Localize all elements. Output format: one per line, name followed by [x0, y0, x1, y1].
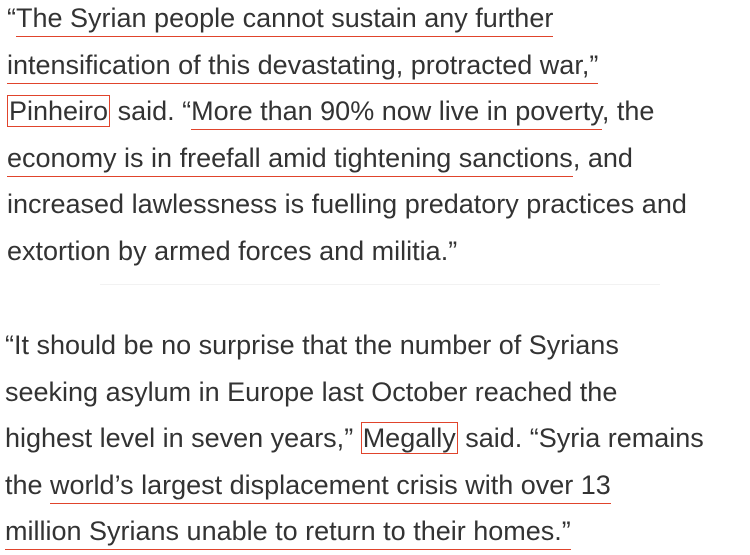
boxed-text: Megally [360, 422, 458, 454]
text: the [5, 469, 51, 500]
text: , the [601, 96, 655, 126]
text-line: intensification of this devastating, pro… [7, 42, 687, 89]
text: extortion by armed forces and militia.” [7, 235, 458, 266]
text-line: seeking asylum in Europe last October re… [5, 369, 704, 416]
text: seeking asylum in Europe last October re… [5, 376, 618, 407]
underlined-text: economy is in freefall amid tightening s… [7, 142, 573, 177]
text-line: million Syrians unable to return to thei… [5, 508, 704, 555]
underlined-text: The Syrian people cannot sustain any fur… [16, 3, 554, 37]
paragraph: “The Syrian people cannot sustain any fu… [7, 0, 687, 274]
text-line: extortion by armed forces and militia.” [7, 228, 687, 275]
text-line: highest level in seven years,” Megally s… [5, 415, 704, 462]
paragraph: “It should be no surprise that the numbe… [5, 322, 704, 555]
text-line: “It should be no surprise that the numbe… [5, 322, 704, 369]
underlined-text: million Syrians unable to return to thei… [5, 516, 571, 550]
text: increased lawlessness is fuelling predat… [7, 189, 687, 219]
separator [100, 284, 660, 285]
text-line: Pinheiro said. “More than 90% now live i… [7, 88, 687, 135]
text: said. “Syria remains [457, 423, 704, 453]
text-line: increased lawlessness is fuelling predat… [7, 181, 687, 228]
underlined-text: world’s largest displacement crisis with… [50, 469, 611, 504]
text: “ [7, 3, 16, 33]
text: said. “ [110, 96, 192, 126]
text: highest level in seven years,” [5, 423, 361, 453]
text-line: “The Syrian people cannot sustain any fu… [7, 0, 687, 42]
text: , and [572, 142, 633, 173]
text-line: the world’s largest displacement crisis … [5, 462, 704, 509]
boxed-text: Pinheiro [7, 95, 111, 127]
underlined-text: intensification of this devastating, pro… [7, 49, 599, 84]
text: “It should be no surprise that the numbe… [5, 330, 619, 360]
underlined-text: More than 90% now live in poverty [191, 96, 602, 130]
text-line: economy is in freefall amid tightening s… [7, 135, 687, 182]
